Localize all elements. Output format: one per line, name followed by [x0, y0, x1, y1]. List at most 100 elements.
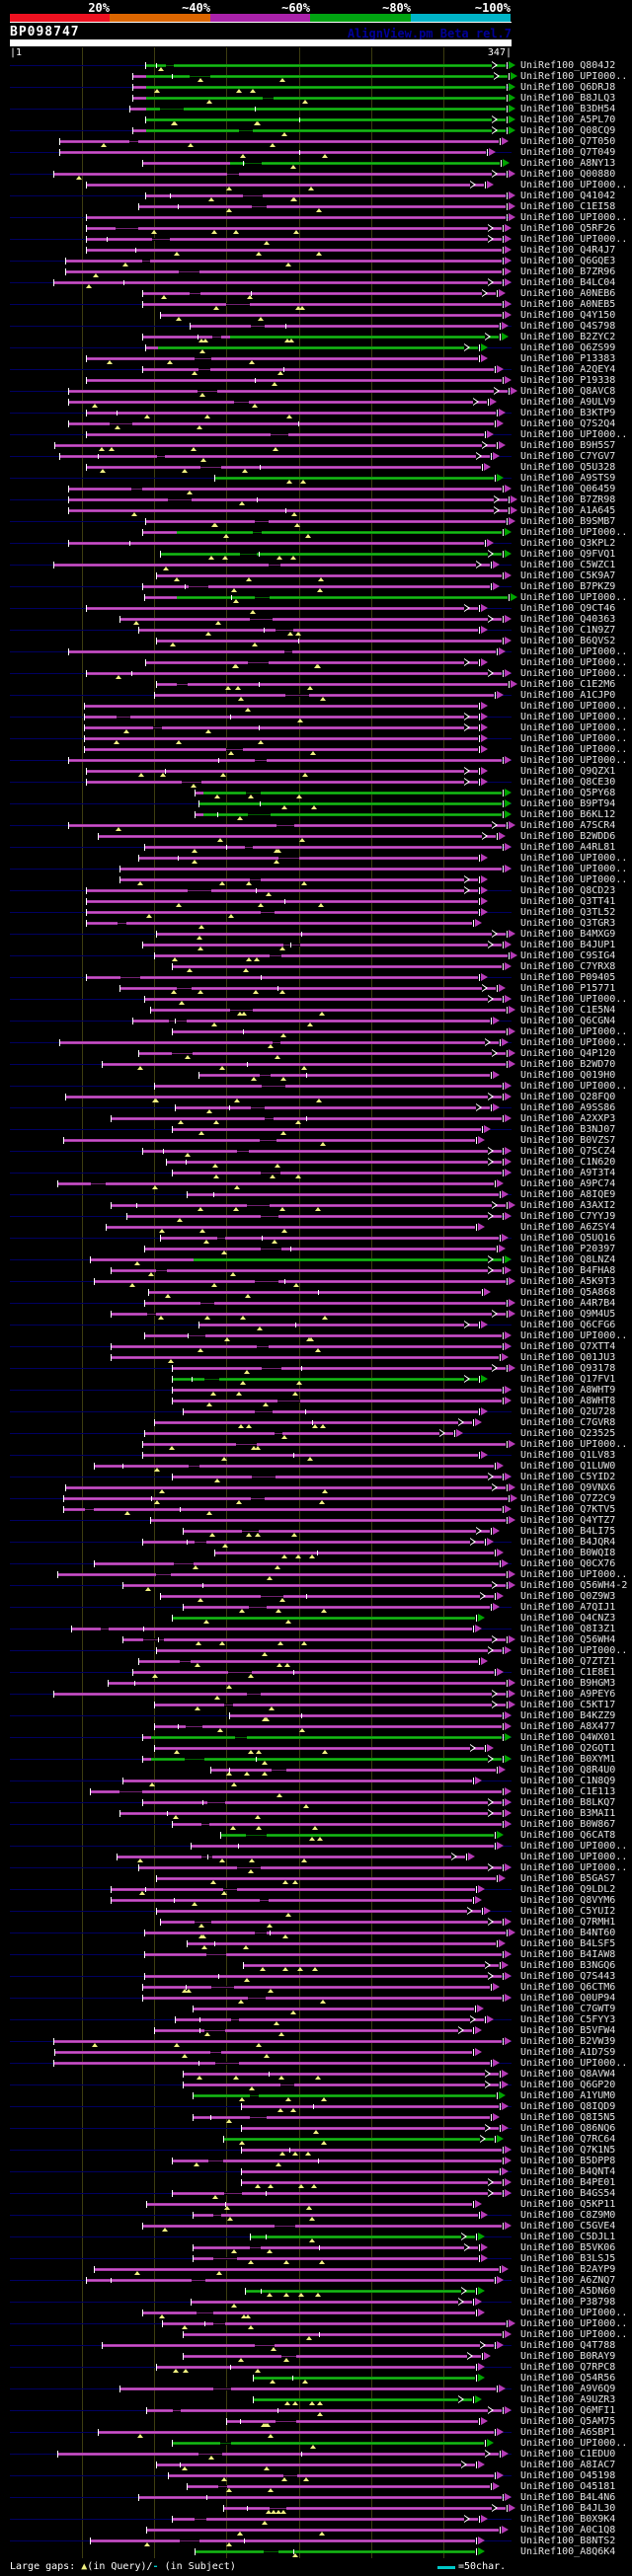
subject-id-label[interactable]: UniRef100_B4LSF5	[520, 1938, 616, 1949]
alignment-bar[interactable]	[146, 194, 506, 197]
subject-id-label[interactable]: UniRef100_P38798	[520, 2297, 616, 2308]
alignment-bar[interactable]	[112, 1313, 506, 1316]
alignment-bar[interactable]	[139, 1866, 502, 1869]
alignment-bar[interactable]	[188, 1193, 499, 1196]
alignment-bar[interactable]	[143, 1801, 502, 1804]
alignment-bar[interactable]	[149, 1291, 481, 1294]
alignment-bar-high-identity[interactable]	[151, 1758, 502, 1761]
alignment-bar-high-identity[interactable]	[146, 97, 506, 100]
alignment-bar-high-identity[interactable]	[230, 162, 500, 165]
alignment-bar-high-identity[interactable]	[173, 1617, 475, 1620]
alignment-bar[interactable]	[157, 574, 502, 577]
subject-id-label[interactable]: UniRef100_A0C1Q8	[520, 2525, 616, 2536]
alignment-bar[interactable]	[107, 1226, 475, 1229]
alignment-bar[interactable]	[143, 2311, 475, 2314]
alignment-bar[interactable]	[184, 2084, 499, 2086]
alignment-bar-high-identity[interactable]	[177, 596, 508, 599]
subject-id-label[interactable]: UniRef100_B5VK06	[520, 2242, 616, 2253]
subject-id-label[interactable]: UniRef100_C1E2M6	[520, 679, 616, 690]
alignment-bar[interactable]	[87, 922, 472, 925]
subject-id-label[interactable]: UniRef100_A5PL70	[520, 114, 616, 125]
alignment-bar[interactable]	[199, 1324, 478, 1326]
subject-id-label[interactable]: UniRef100_Q56WH4-2	[520, 1580, 628, 1591]
subject-id-label[interactable]: UniRef100_A9PEY6	[520, 1689, 616, 1700]
subject-id-label[interactable]: UniRef100_Q7ZTZ1	[520, 1656, 616, 1667]
subject-id-label[interactable]: UniRef100_Q6DRJ8	[520, 82, 616, 93]
subject-id-label[interactable]: UniRef100_Q4T788	[520, 2340, 616, 2351]
subject-id-label[interactable]: UniRef100_B2VW39	[520, 2036, 616, 2047]
subject-id-label[interactable]: UniRef100_A9STS9	[520, 473, 616, 484]
alignment-bar[interactable]	[87, 412, 496, 415]
alignment-bar[interactable]	[139, 2496, 502, 2499]
alignment-bar[interactable]	[87, 781, 478, 784]
alignment-bar-high-identity[interactable]	[199, 802, 502, 805]
alignment-bar[interactable]	[155, 1085, 502, 1088]
alignment-bar[interactable]	[145, 846, 502, 849]
subject-id-label[interactable]: UniRef100_Q5PY68	[520, 788, 616, 798]
alignment-bar[interactable]	[54, 2062, 490, 2065]
subject-id-label[interactable]: UniRef100_A9UZR3	[520, 2394, 616, 2405]
alignment-bar-high-identity[interactable]	[254, 2398, 472, 2401]
alignment-bar[interactable]	[103, 1063, 506, 1066]
subject-id-label[interactable]: UniRef100_A8WHT8	[520, 1396, 616, 1406]
alignment-bar-high-identity[interactable]	[146, 129, 506, 132]
subject-id-label[interactable]: UniRef100_A6ZNQ7	[520, 2275, 616, 2286]
alignment-bar[interactable]	[196, 792, 203, 795]
subject-id-label[interactable]: UniRef100_UPI000..	[520, 1569, 628, 1580]
alignment-bar[interactable]	[173, 2518, 478, 2521]
subject-id-label[interactable]: UniRef100_UPI000..	[520, 668, 628, 679]
subject-id-label[interactable]: UniRef100_B0W867	[520, 1819, 616, 1830]
alignment-bar[interactable]	[91, 1790, 502, 1793]
subject-id-label[interactable]: UniRef100_Q3TT41	[520, 896, 616, 907]
alignment-bar[interactable]	[173, 2159, 502, 2162]
alignment-bar[interactable]	[87, 2279, 494, 2282]
subject-id-label[interactable]: UniRef100_B3LSJ5	[520, 2253, 616, 2264]
subject-id-label[interactable]: UniRef100_UPI000..	[520, 755, 628, 766]
subject-id-label[interactable]: UniRef100_C7GVR8	[520, 1417, 616, 1428]
alignment-bar[interactable]	[66, 270, 502, 273]
alignment-bar[interactable]	[85, 705, 478, 708]
alignment-bar[interactable]	[87, 900, 478, 903]
subject-id-label[interactable]: UniRef100_C9SIG4	[520, 950, 616, 961]
alignment-bar[interactable]	[244, 1964, 499, 1967]
alignment-bar-high-identity[interactable]	[194, 2094, 496, 2097]
alignment-bar[interactable]	[87, 466, 481, 469]
subject-id-label[interactable]: UniRef100_B0RAY9	[520, 2351, 616, 2362]
subject-id-label[interactable]: UniRef100_UPI000..	[520, 1026, 628, 1037]
subject-id-label[interactable]: UniRef100_B4LC04	[520, 277, 616, 288]
subject-id-label[interactable]: UniRef100_Q6GP20	[520, 2080, 616, 2090]
subject-id-label[interactable]: UniRef100_Q3TL52	[520, 907, 616, 918]
subject-id-label[interactable]: UniRef100_A6ZSY4	[520, 1222, 616, 1233]
subject-id-label[interactable]: UniRef100_A9PC74	[520, 1178, 616, 1189]
subject-id-label[interactable]: UniRef100_UPI000..	[520, 646, 628, 657]
alignment-bar[interactable]	[145, 1932, 506, 1934]
alignment-bar[interactable]	[58, 1573, 506, 1576]
alignment-bar[interactable]	[188, 1942, 496, 1945]
subject-id-label[interactable]: UniRef100_A9T3T4	[520, 1168, 616, 1178]
alignment-bar[interactable]	[145, 998, 502, 1001]
subject-id-label[interactable]: UniRef100_Q7S2Q4	[520, 418, 616, 429]
alignment-bar-high-identity[interactable]	[221, 1834, 494, 1837]
alignment-bar[interactable]	[87, 607, 478, 610]
alignment-bar-high-identity[interactable]	[246, 2290, 475, 2293]
subject-id-label[interactable]: UniRef100_A9V6Q9	[520, 2384, 616, 2394]
subject-id-label[interactable]: UniRef100_Q9LDL2	[520, 1884, 616, 1895]
alignment-bar[interactable]	[139, 1660, 478, 1663]
subject-id-label[interactable]: UniRef100_Q6CFG6	[520, 1320, 616, 1330]
alignment-bar-high-identity[interactable]	[161, 553, 502, 556]
subject-id-label[interactable]: UniRef100_UPI000..	[520, 1841, 628, 1852]
subject-id-label[interactable]: UniRef100_UPI000..	[520, 2329, 628, 2340]
alignment-bar[interactable]	[143, 1986, 490, 1989]
subject-id-label[interactable]: UniRef100_O45198	[520, 2470, 616, 2481]
alignment-bar[interactable]	[155, 1421, 472, 1424]
subject-id-label[interactable]: UniRef100_A4RL81	[520, 842, 616, 853]
alignment-bar[interactable]	[120, 987, 496, 990]
subject-id-label[interactable]: UniRef100_P09405	[520, 972, 616, 983]
subject-id-label[interactable]: UniRef100_C5WZC1	[520, 560, 616, 570]
alignment-bar-high-identity[interactable]	[151, 1736, 502, 1739]
subject-id-label[interactable]: UniRef100_A9ULV9	[520, 397, 616, 408]
subject-id-label[interactable]: UniRef100_UPI000..	[520, 1081, 628, 1092]
alignment-bar[interactable]	[120, 868, 502, 871]
subject-id-label[interactable]: UniRef100_Q0CX76	[520, 1558, 616, 1569]
alignment-bar[interactable]	[95, 1562, 499, 1565]
